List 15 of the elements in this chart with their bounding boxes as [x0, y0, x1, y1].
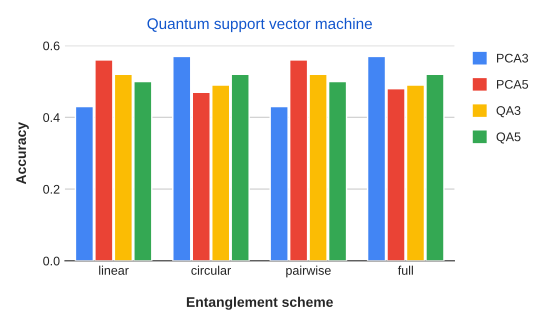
- y-tick-label: 0.6: [43, 41, 60, 50]
- chart-title: Quantum support vector machine: [147, 18, 372, 32]
- legend-label: PCA3: [497, 54, 528, 63]
- legend-label: QA3: [496, 106, 520, 118]
- y-tick-label: 0.2: [43, 184, 60, 194]
- legend-label: QA5: [496, 132, 520, 144]
- x-tick-label: pairwise: [286, 266, 331, 278]
- y-axis-title: Accuracy: [16, 122, 29, 184]
- y-tick-label: 0.4: [43, 113, 60, 122]
- y-tick-label: 0.0: [43, 256, 60, 266]
- x-tick-label: linear: [99, 266, 129, 275]
- x-tick-label: circular: [191, 266, 231, 275]
- legend-label: PCA5: [497, 80, 528, 89]
- x-axis-title: Entanglement scheme: [186, 296, 333, 310]
- x-tick-label: full: [398, 266, 413, 275]
